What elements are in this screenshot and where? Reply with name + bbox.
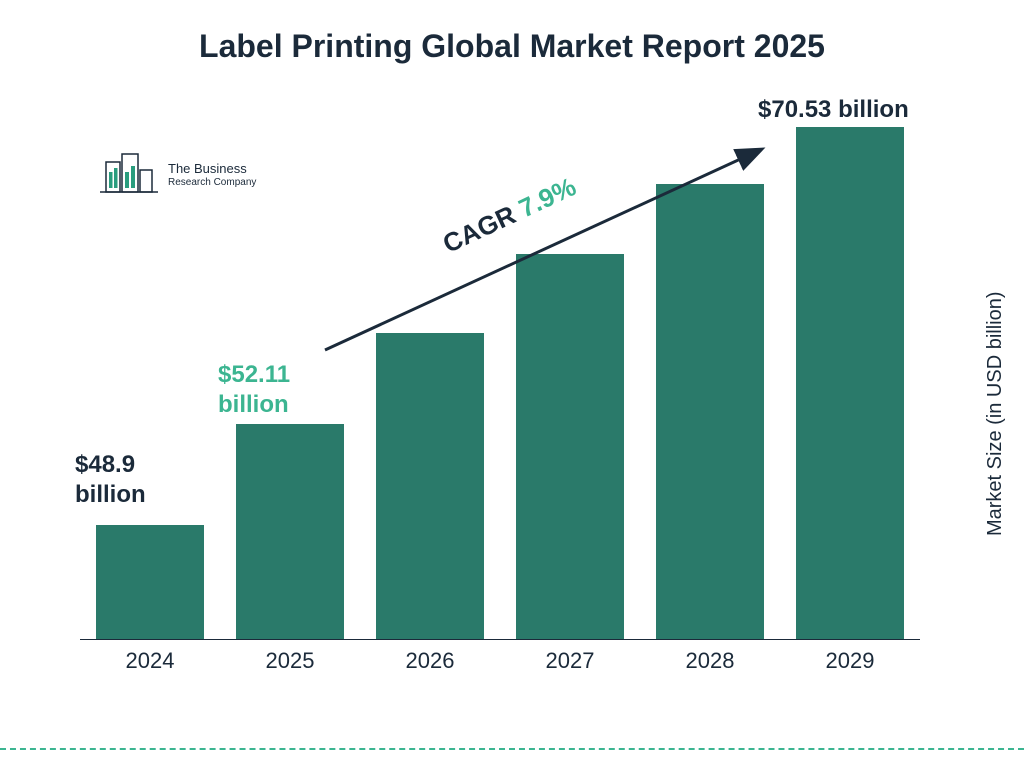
chart-title: Label Printing Global Market Report 2025: [0, 28, 1024, 65]
bar-group: [370, 333, 490, 639]
bar-group: [790, 127, 910, 639]
bar: [236, 424, 344, 639]
x-axis-label: 2029: [790, 640, 910, 674]
x-axis-label: 2024: [90, 640, 210, 674]
x-axis-label: 2026: [370, 640, 490, 674]
bar-group: [230, 424, 350, 639]
y-axis-label: Market Size (in USD billion): [985, 292, 1008, 537]
value-callout: $70.53 billion: [758, 95, 909, 125]
bar: [656, 184, 764, 639]
x-axis-label: 2025: [230, 640, 350, 674]
x-axis-labels: 2024 2025 2026 2027 2028 2029: [80, 640, 920, 680]
x-axis-label: 2027: [510, 640, 630, 674]
bar: [796, 127, 904, 639]
footer-dashed-line: [0, 748, 1024, 750]
chart-area: 2024 2025 2026 2027 2028 2029: [80, 110, 920, 680]
bar-group: [90, 525, 210, 639]
value-callout: $52.11billion: [218, 360, 290, 420]
bar: [376, 333, 484, 639]
bar: [96, 525, 204, 639]
bar: [516, 254, 624, 639]
bar-group: [510, 254, 630, 639]
bar-group: [650, 184, 770, 639]
value-callout: $48.9billion: [75, 450, 146, 510]
x-axis-label: 2028: [650, 640, 770, 674]
bars-container: [80, 110, 920, 640]
